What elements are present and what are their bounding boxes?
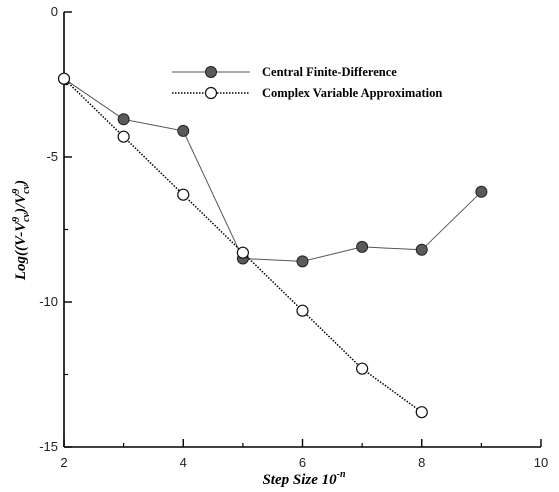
series-1-point bbox=[356, 240, 369, 253]
legend: Central Finite-Difference Complex Variabl… bbox=[172, 65, 442, 100]
legend-label-1: Central Finite-Difference bbox=[262, 65, 397, 79]
series-2-point bbox=[117, 130, 130, 143]
y-axis-title-superscript: 9 bbox=[11, 217, 22, 222]
y-axis-title-part: ) bbox=[13, 180, 29, 187]
y-axis-title-part: Log((V-V bbox=[13, 220, 29, 281]
y-tick-label: -15 bbox=[39, 439, 58, 454]
series-2-point bbox=[177, 188, 190, 201]
series-2-point bbox=[356, 362, 369, 375]
y-axis-title-part: )/V bbox=[13, 192, 29, 215]
y-axis-title-superscript: 9 bbox=[11, 189, 22, 194]
x-axis-title-superscript: -n bbox=[337, 469, 346, 480]
axis-tick-labels: 2 4 6 8 10 0 -5 -10 -15 bbox=[39, 4, 548, 470]
series-2-point bbox=[236, 246, 249, 259]
series-2-point bbox=[57, 72, 71, 85]
y-tick-label: -5 bbox=[46, 149, 58, 164]
y-tick-label: -10 bbox=[39, 294, 58, 309]
x-tick-label: 10 bbox=[534, 455, 548, 470]
series-1-point bbox=[415, 243, 428, 256]
x-axis-title: Step Size 10-n bbox=[262, 469, 346, 488]
x-tick-label: 8 bbox=[418, 455, 425, 470]
series-1-point bbox=[475, 185, 488, 198]
x-tick-label: 4 bbox=[180, 455, 187, 470]
axis-ticks bbox=[63, 11, 542, 448]
legend-marker-1 bbox=[205, 66, 217, 78]
series-1-point bbox=[117, 113, 130, 126]
x-axis-title-text: Step Size 10 bbox=[262, 472, 337, 488]
series-1-point bbox=[296, 255, 309, 268]
series-line-1 bbox=[63, 78, 482, 262]
y-tick-label: 0 bbox=[51, 4, 58, 19]
y-axis-title: Log((V-V9cv)/V9cv) bbox=[11, 180, 32, 281]
y-axis-title-subscript: cv bbox=[21, 184, 32, 193]
legend-label-2: Complex Variable Approximation bbox=[262, 86, 442, 100]
legend-marker-2 bbox=[204, 86, 218, 100]
x-tick-label: 6 bbox=[299, 455, 306, 470]
y-axis-title-subscript: cv bbox=[21, 212, 32, 221]
x-tick-label: 2 bbox=[60, 455, 67, 470]
series-2-point bbox=[415, 406, 428, 419]
series-layer bbox=[57, 72, 488, 419]
series-2-point bbox=[296, 304, 309, 317]
series-1-point bbox=[177, 124, 190, 137]
series-line-2 bbox=[63, 78, 423, 413]
